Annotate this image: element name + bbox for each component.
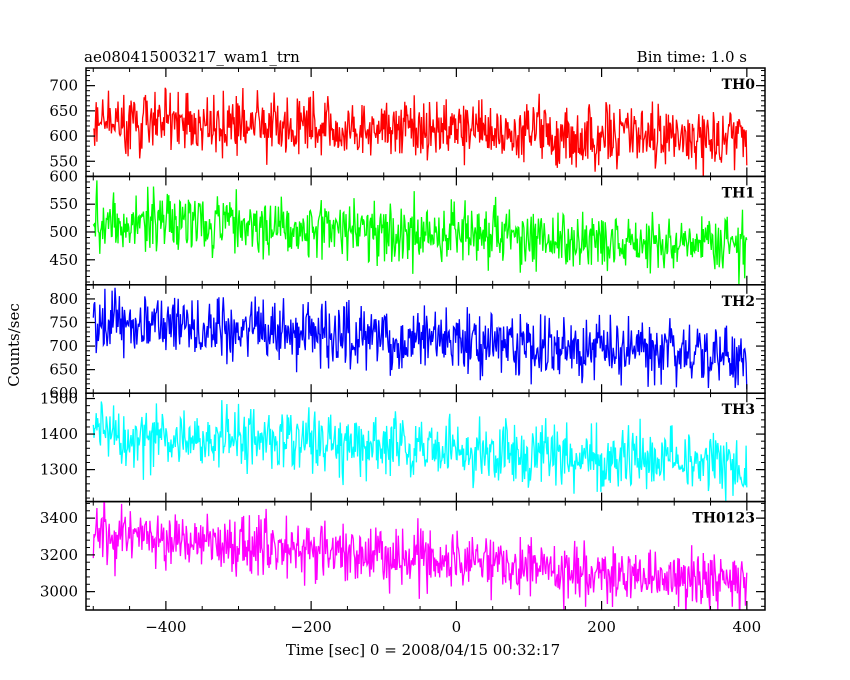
y-tick-label: 650 — [49, 102, 78, 120]
y-tick-label: 650 — [49, 361, 78, 379]
y-tick-label: 700 — [49, 77, 78, 95]
bin-time-label: Bin time: 1.0 s — [637, 48, 747, 66]
panel-th3: 1300 1400 1500 TH3 — [40, 390, 766, 503]
chart-title: ae080415003217_wam1_trn — [84, 48, 300, 66]
y-tick-label: 600 — [49, 127, 78, 145]
y-tick-label: 700 — [49, 337, 78, 355]
x-tick-label: −400 — [145, 618, 186, 636]
y-axis-title: Counts/sec — [5, 303, 23, 387]
panel-name-th3: TH3 — [722, 402, 755, 418]
series-line-th3 — [92, 400, 748, 502]
x-axis-title: Time [sec] 0 = 2008/04/15 00:32:17 — [286, 641, 560, 659]
panel-name-th1: TH1 — [722, 185, 755, 201]
panel-name-th2: TH2 — [722, 294, 755, 310]
x-tick-label: −200 — [291, 618, 332, 636]
panel-th1: 450 500 550 600 TH1 — [49, 167, 766, 286]
panel-frame-th0123 — [85, 500, 766, 611]
panel-th0123: 3000 3200 3400 TH0123 — [40, 500, 766, 611]
y-tick-label: 750 — [49, 314, 78, 332]
panel-th2: 600 650 700 750 800 TH2 — [49, 284, 766, 402]
y-tick-label: 3000 — [40, 583, 78, 601]
panel-name-th0123: TH0123 — [692, 511, 755, 527]
y-tick-label: 450 — [49, 251, 78, 269]
y-tick-label: 1400 — [40, 425, 78, 443]
y-tick-label: 800 — [49, 290, 78, 308]
panel-name-th0: TH0 — [722, 77, 756, 93]
y-tick-label: 550 — [49, 152, 78, 170]
x-tick-label: 200 — [587, 618, 616, 636]
x-tick-label: 400 — [733, 618, 762, 636]
x-tick-label: 0 — [452, 618, 462, 636]
y-tick-label: 3400 — [40, 509, 78, 527]
series-line-th0123 — [92, 501, 748, 611]
y-tick-label: 1300 — [40, 461, 78, 479]
panel-th0: 550 600 650 700 TH0 — [49, 67, 766, 178]
y-tick-label: 600 — [49, 167, 78, 185]
y-tick-label: 600 — [49, 384, 78, 402]
y-tick-label: 500 — [49, 223, 78, 241]
y-tick-label: 3200 — [40, 546, 78, 564]
series-line-th2 — [92, 287, 748, 390]
y-tick-label: 550 — [49, 195, 78, 213]
series-line-th1 — [92, 180, 748, 285]
series-line-th0 — [93, 87, 748, 177]
y-tick-label: 1500 — [40, 390, 78, 408]
